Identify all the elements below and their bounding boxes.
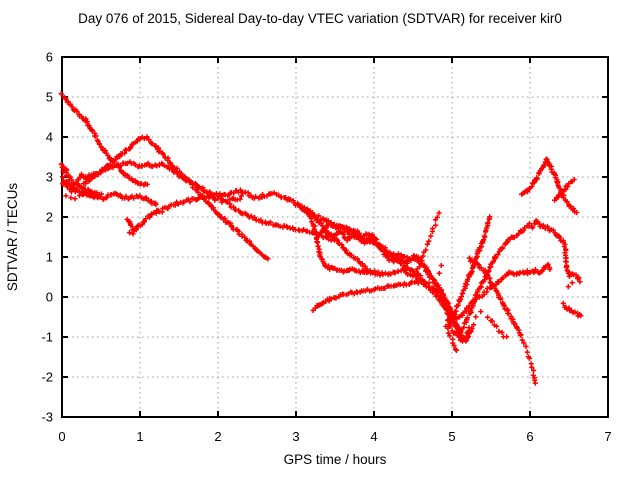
grid-lines [62, 57, 608, 417]
series-cross-arc [552, 176, 577, 203]
y-axis-label: SDTVAR / TECUs [5, 183, 20, 292]
series-arc-check [124, 193, 244, 234]
x-axis-label: GPS time / hours [284, 452, 387, 467]
x-tick-label: 1 [136, 429, 143, 444]
x-tick-label: 5 [448, 429, 455, 444]
series-ghost-strand [485, 314, 510, 340]
plot-border [61, 56, 609, 418]
series-bottom-dash [560, 300, 584, 319]
series-long-descender [466, 255, 524, 338]
series-braid-zigzag-b [323, 222, 464, 338]
x-tick-label: 7 [604, 429, 611, 444]
series-arc-low-flat [310, 278, 425, 313]
y-tick-label: 5 [46, 90, 53, 105]
series-v-tail [443, 323, 459, 353]
y-tick-label: 2 [46, 210, 53, 225]
series-long-descender-tail [517, 332, 538, 386]
tick-labels: 0 1 2 3 4 5 6 7 -3 -2 -1 0 1 2 3 4 5 6 [41, 50, 611, 445]
y-tick-label: 4 [46, 130, 53, 145]
series-cluster-blip [58, 161, 70, 173]
x-tick-label: 4 [370, 429, 377, 444]
series-v-blob [444, 317, 472, 344]
y-tick-label: -2 [41, 370, 53, 385]
y-tick-label: 0 [46, 290, 53, 305]
y-tick-label: -3 [41, 410, 53, 425]
y-tick-label: 3 [46, 170, 53, 185]
series-noise-points [63, 192, 575, 320]
x-tick-label: 6 [526, 429, 533, 444]
series-cluster-c [60, 180, 92, 199]
x-tick-label: 0 [58, 429, 65, 444]
y-tick-label: -1 [41, 330, 53, 345]
series-spike-4p8 [414, 210, 442, 272]
data-series [58, 91, 584, 386]
x-tick-label: 3 [292, 429, 299, 444]
series-under-band-strand [227, 201, 338, 243]
series-spike-6p2 [519, 156, 580, 216]
y-tick-label: 6 [46, 50, 53, 65]
chart-title: Day 076 of 2015, Sidereal Day-to-day VTE… [78, 11, 562, 26]
x-tick-label: 2 [214, 429, 221, 444]
y-tick-label: 1 [46, 250, 53, 265]
